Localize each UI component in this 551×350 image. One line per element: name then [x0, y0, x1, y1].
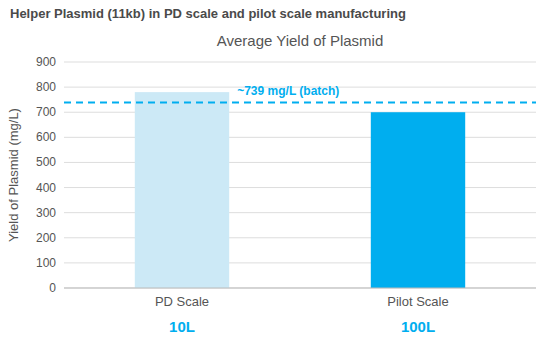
- chart: Helper Plasmid (11kb) in PD scale and pi…: [0, 0, 551, 350]
- grid: [64, 62, 536, 288]
- y-tick-label: 500: [36, 155, 56, 169]
- grid-line: [64, 62, 536, 63]
- y-tick-label: 800: [36, 80, 56, 94]
- bar: [135, 92, 229, 288]
- bar: [371, 112, 465, 288]
- title: Helper Plasmid (11kb) in PD scale and pi…: [10, 6, 406, 21]
- reference-line: [64, 101, 536, 103]
- category-sublabel: 10L: [169, 318, 195, 335]
- y-tick-label: 600: [36, 130, 56, 144]
- y-tick-label: 300: [36, 206, 56, 220]
- y-tick-label: 900: [36, 55, 56, 69]
- plot-area: [64, 92, 536, 288]
- x-tick-label: PD Scale: [155, 294, 209, 309]
- reference-label: ~739 mg/L (batch): [237, 84, 339, 98]
- subtitle: Average Yield of Plasmid: [217, 32, 384, 49]
- y-tick-label: 700: [36, 105, 56, 119]
- y-tick-label: 200: [36, 231, 56, 245]
- y-tick-label: 0: [49, 281, 56, 295]
- category-sublabel: 100L: [401, 318, 435, 335]
- x-tick-label: Pilot Scale: [387, 294, 448, 309]
- x-axis-line: [64, 288, 536, 289]
- y-tick-label: 100: [36, 256, 56, 270]
- grid-line: [64, 288, 536, 289]
- y-tick-label: 400: [36, 181, 56, 195]
- y-axis-label: Yield of Plasmid (mg/L): [6, 108, 21, 242]
